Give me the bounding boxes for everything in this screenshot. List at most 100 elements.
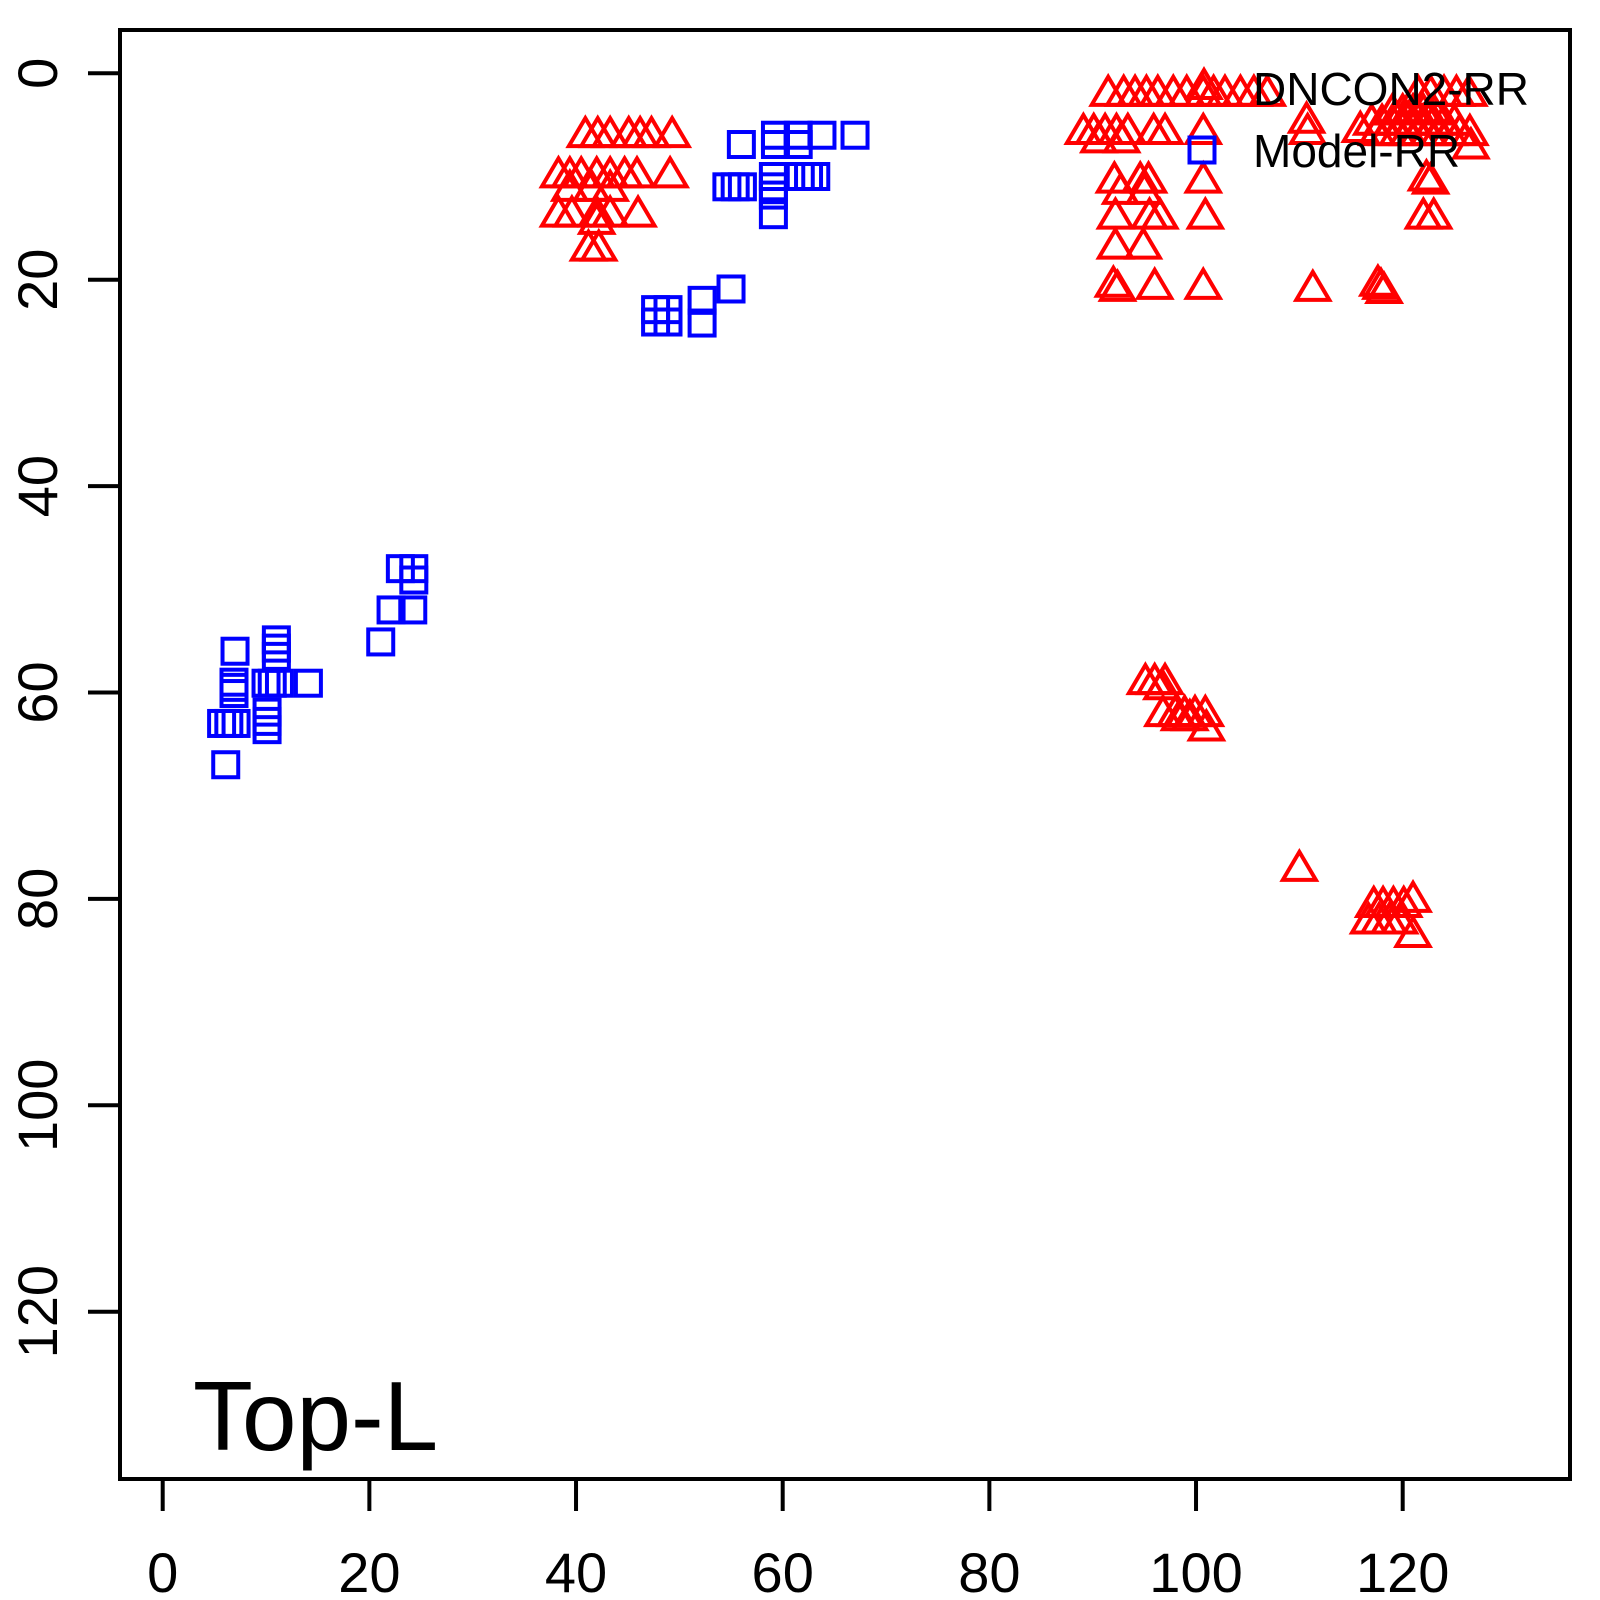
dncon2-rr-point bbox=[1393, 914, 1434, 948]
model-rr-point bbox=[727, 172, 757, 202]
dncon2-rr-point bbox=[1449, 112, 1490, 147]
model-rr-point bbox=[264, 668, 294, 698]
dncon2-rr-point bbox=[1379, 900, 1420, 935]
dncon2-rr-point bbox=[1383, 884, 1424, 919]
x-tick-label: 100 bbox=[1149, 1541, 1242, 1600]
model-rr-point bbox=[398, 595, 428, 625]
model-rr-point bbox=[399, 565, 429, 595]
dncon2-rr-point bbox=[1078, 119, 1119, 154]
dncon2-rr-point bbox=[1364, 270, 1405, 304]
dncon2-rr-point bbox=[1123, 225, 1164, 260]
plot-annotation: Top-L bbox=[193, 1361, 438, 1471]
model-rr-point bbox=[760, 120, 790, 150]
model-rr-point bbox=[257, 668, 287, 698]
dncon2-rr-point bbox=[652, 114, 693, 149]
plot-box bbox=[118, 28, 1572, 1481]
model-rr-point bbox=[712, 172, 742, 202]
model-rr-point bbox=[220, 636, 250, 666]
y-tick-label: 0 bbox=[6, 58, 69, 89]
dncon2-rr-point bbox=[1410, 160, 1451, 195]
model-rr-point bbox=[221, 708, 251, 738]
y-tick-label: 120 bbox=[6, 1265, 69, 1358]
model-rr-point bbox=[758, 172, 788, 202]
dncon2-rr-point bbox=[1183, 265, 1224, 300]
dncon2-rr-point bbox=[1247, 72, 1288, 107]
dncon2-rr-point bbox=[618, 193, 659, 228]
dncon2-rr-point bbox=[578, 227, 619, 262]
dncon2-rr-point bbox=[1128, 159, 1169, 194]
x-tick-label: 20 bbox=[338, 1541, 400, 1600]
model-rr-point bbox=[261, 625, 291, 655]
model-rr-point bbox=[840, 120, 870, 150]
model-rr-point bbox=[366, 627, 396, 657]
x-tick-label: 80 bbox=[958, 1541, 1020, 1600]
model-rr-point bbox=[219, 679, 249, 709]
model-rr-point bbox=[261, 641, 291, 671]
model-rr-point bbox=[252, 697, 282, 727]
model-rr-point bbox=[726, 130, 756, 160]
x-tick-label: 40 bbox=[545, 1541, 607, 1600]
legend-label-dncon2: DNCON2-RR bbox=[1253, 63, 1529, 115]
dncon2-rr-point bbox=[1145, 111, 1186, 146]
y-tick-label: 40 bbox=[6, 455, 69, 517]
model-rr-point bbox=[758, 162, 788, 191]
model-rr-point bbox=[252, 706, 282, 736]
dncon2-rr-point bbox=[1100, 170, 1141, 205]
dncon2-rr-point bbox=[1139, 195, 1180, 230]
dncon2-rr-point bbox=[551, 193, 592, 228]
dncon2-rr-point bbox=[1134, 265, 1175, 300]
model-rr-point bbox=[801, 162, 831, 191]
y-axis: 0 20 40 60 80 100 120 bbox=[6, 58, 120, 1358]
y-tick-label: 20 bbox=[6, 249, 69, 311]
dncon2-rr-point bbox=[1287, 111, 1328, 146]
model-rr-point bbox=[687, 285, 717, 315]
dncon2-rr-point bbox=[1101, 119, 1142, 154]
dncon2-rr-point bbox=[1124, 170, 1165, 205]
y-tick-label: 80 bbox=[6, 868, 69, 930]
model-rr-point bbox=[794, 162, 824, 191]
dncon2-rr-point bbox=[1097, 267, 1138, 302]
model-rr-point bbox=[687, 308, 717, 338]
model-rr-point bbox=[376, 595, 406, 625]
model-rr-point bbox=[252, 715, 282, 745]
data-points-layer bbox=[207, 72, 1491, 948]
dncon2-rr-point bbox=[1292, 267, 1333, 302]
model-rr-point bbox=[807, 120, 837, 150]
y-tick-label: 100 bbox=[6, 1059, 69, 1152]
dncon2-rr-point bbox=[1183, 159, 1224, 194]
dncon2-rr-point bbox=[1183, 111, 1224, 146]
model-rr-point bbox=[653, 307, 683, 337]
dncon2-rr-point bbox=[1413, 195, 1454, 230]
dncon2-rr-point bbox=[1185, 195, 1226, 230]
dncon2-rr-point bbox=[1286, 99, 1327, 134]
model-rr-point bbox=[293, 668, 323, 698]
model-rr-point bbox=[716, 274, 746, 304]
model-rr-point bbox=[720, 172, 750, 202]
model-rr-point bbox=[214, 708, 244, 738]
dncon2-rr-point bbox=[1393, 878, 1434, 913]
legend: DNCON2-RR Model-RR bbox=[1184, 63, 1529, 177]
legend-label-model: Model-RR bbox=[1253, 125, 1460, 177]
model-rr-point bbox=[758, 180, 788, 210]
legend-triangle-icon bbox=[1184, 66, 1224, 100]
x-axis: 0 20 40 60 80 100 120 bbox=[147, 1479, 1449, 1600]
dncon2-rr-point bbox=[650, 154, 691, 189]
dncon2-rr-point bbox=[1095, 225, 1136, 260]
dncon2-rr-point bbox=[1450, 125, 1491, 160]
x-tick-label: 120 bbox=[1356, 1541, 1449, 1600]
dncon2-rr-point bbox=[616, 154, 657, 189]
dncon2-rr-point bbox=[1169, 697, 1210, 732]
x-tick-label: 0 bbox=[147, 1541, 178, 1600]
dncon2-rr-point bbox=[1448, 72, 1489, 107]
model-rr-point bbox=[211, 750, 241, 780]
model-rr-point bbox=[758, 200, 788, 230]
model-rr-point bbox=[785, 162, 815, 191]
dncon2-rr-point bbox=[1186, 707, 1227, 742]
dncon2-rr-point bbox=[1279, 847, 1320, 882]
model-rr-point bbox=[261, 633, 291, 663]
y-tick-label: 60 bbox=[6, 661, 69, 723]
x-tick-label: 60 bbox=[752, 1541, 814, 1600]
dncon2-rr-point bbox=[631, 114, 672, 149]
